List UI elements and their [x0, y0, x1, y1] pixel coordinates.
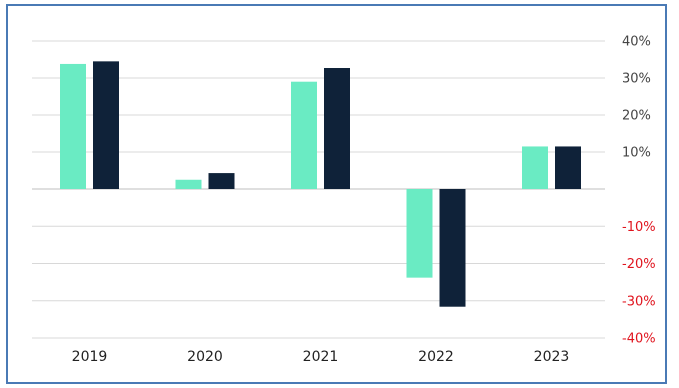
bar-2019-series-1: [60, 63, 86, 189]
x-category-label: 2019: [72, 349, 108, 365]
bar-2020-series-1: [175, 179, 202, 189]
y-tick-label: 10%: [622, 146, 651, 161]
y-tick-label: 20%: [622, 109, 651, 124]
bar-2021-series-2: [324, 68, 350, 189]
y-tick-label: 40%: [622, 35, 651, 50]
y-tick-label: -10%: [622, 220, 656, 235]
x-category-label: 2023: [534, 349, 570, 365]
grid-lines: [32, 40, 605, 339]
bar-2022-series-2: [439, 189, 466, 307]
y-axis-tick-labels: 40% 30% 20% 10% -10% -20% -30% -40%: [622, 35, 656, 347]
bars: [60, 61, 581, 307]
bar-2021-series-1: [291, 81, 317, 189]
x-category-label: 2021: [303, 349, 339, 365]
y-tick-label: 30%: [622, 72, 651, 87]
x-axis-category-labels: 2019 2020 2021 2022 2023: [72, 349, 570, 365]
y-tick-label: -40%: [622, 332, 656, 347]
bar-2023-series-1: [522, 146, 548, 189]
x-category-label: 2022: [418, 349, 454, 365]
y-tick-label: -20%: [622, 257, 656, 272]
y-tick-label: -30%: [622, 294, 656, 309]
bar-2022-series-1: [406, 189, 433, 278]
x-category-label: 2020: [187, 349, 223, 365]
bar-2019-series-2: [93, 61, 119, 189]
bar-2023-series-2: [555, 146, 581, 189]
bar-2020-series-2: [208, 173, 235, 189]
